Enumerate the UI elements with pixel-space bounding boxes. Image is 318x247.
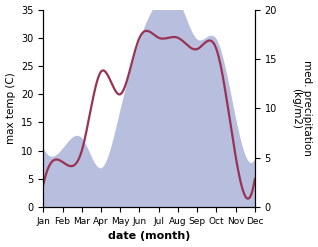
X-axis label: date (month): date (month) (108, 231, 190, 242)
Y-axis label: med. precipitation
(kg/m2): med. precipitation (kg/m2) (291, 61, 313, 156)
Y-axis label: max temp (C): max temp (C) (5, 72, 16, 144)
